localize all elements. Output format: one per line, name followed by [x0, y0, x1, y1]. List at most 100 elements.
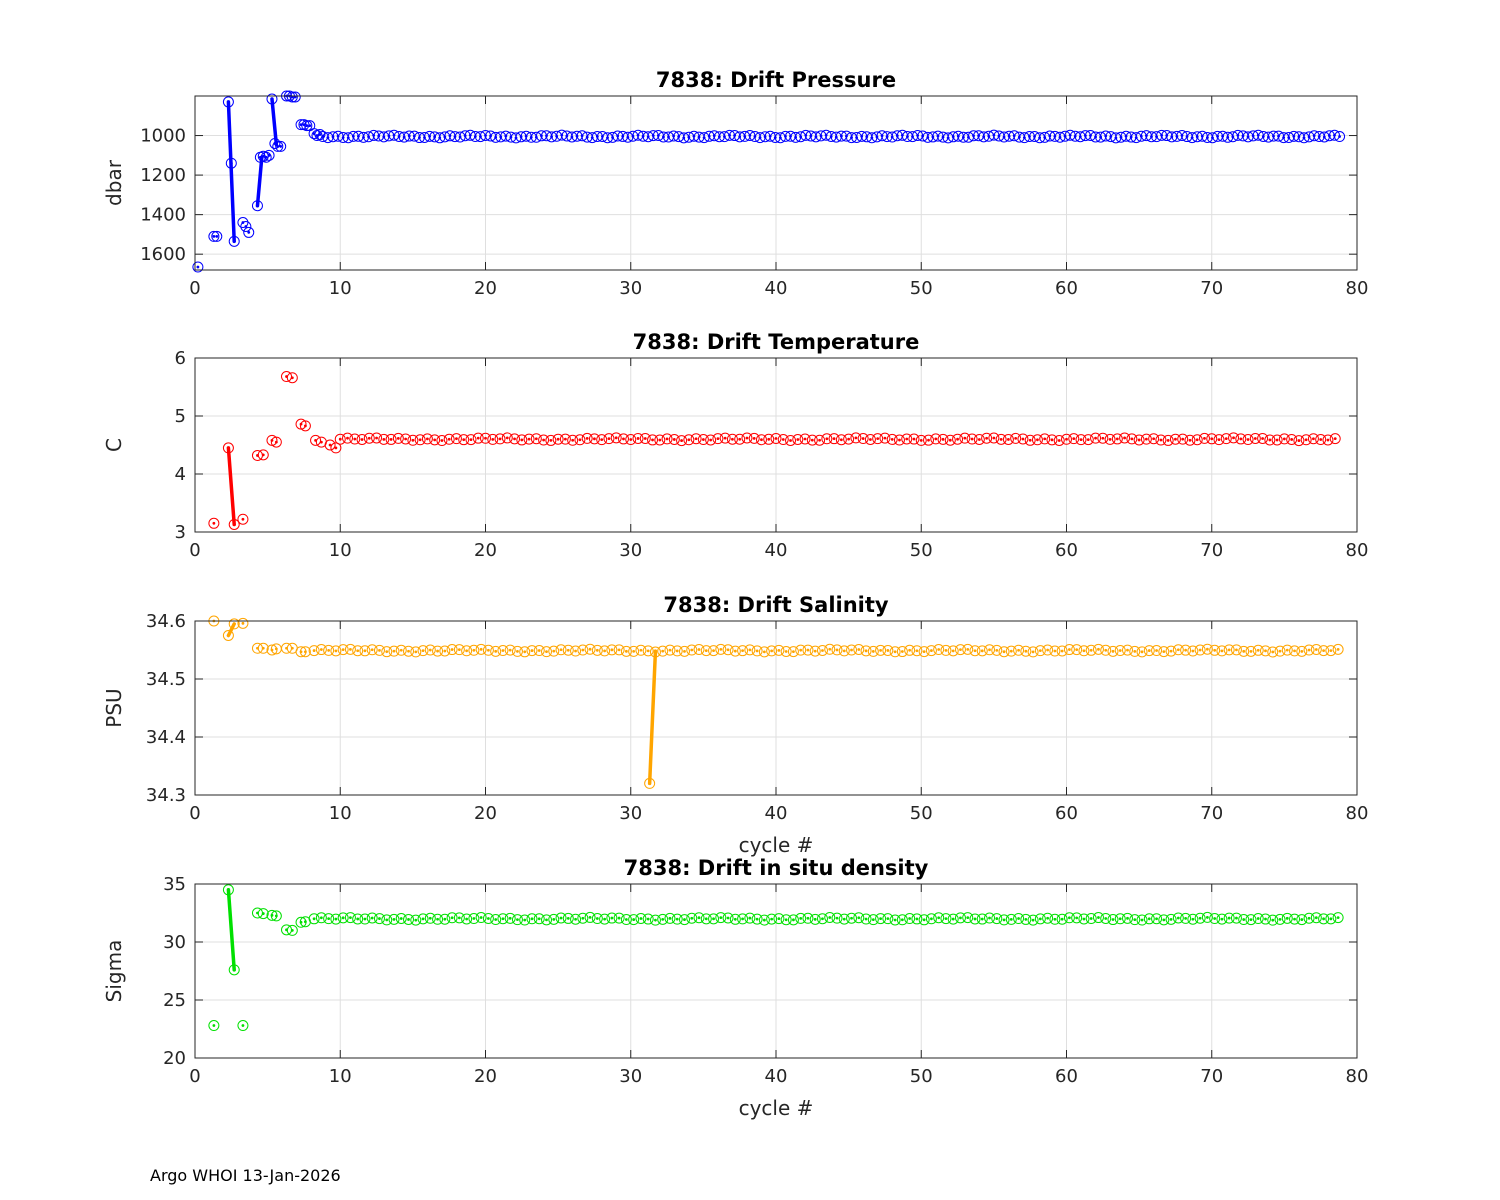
data-point-dot	[1322, 917, 1325, 921]
data-point	[1310, 912, 1322, 924]
data-point	[494, 433, 506, 445]
data-point-dot	[741, 649, 744, 653]
data-point-dot	[261, 453, 265, 457]
data-point-dot	[328, 443, 332, 447]
data-point-dot	[1024, 649, 1028, 653]
data-point	[559, 433, 571, 445]
data-point-dot	[1282, 437, 1286, 441]
data-point-dot	[1191, 649, 1195, 653]
data-point-dot	[1290, 438, 1294, 441]
data-point	[490, 914, 502, 926]
data-point-dot	[1038, 917, 1042, 921]
data-point	[596, 434, 608, 446]
chart-panel-3: 0 10 20 30 40 50 60 70 80 34.3 34.4 34.5 34.6 7838: D…	[102, 593, 1368, 857]
data-point-dot	[821, 649, 824, 652]
x-tick-label: 70	[1200, 278, 1223, 299]
data-point	[875, 913, 887, 925]
data-point-dot	[980, 649, 984, 653]
data-point	[780, 914, 792, 926]
data-point	[886, 433, 898, 445]
data-point	[1053, 435, 1065, 447]
data-point-dot	[450, 648, 454, 651]
data-point	[1162, 434, 1174, 446]
data-point-dot	[552, 917, 556, 921]
data-point	[882, 644, 894, 656]
data-point	[1104, 433, 1116, 445]
data-point-dot	[603, 649, 607, 653]
data-point	[1334, 131, 1346, 143]
data-point-dot	[1155, 649, 1158, 652]
data-point	[504, 912, 516, 924]
data-point	[824, 643, 836, 655]
data-point-dot	[672, 438, 676, 441]
data-point	[693, 912, 705, 924]
data-point	[381, 914, 393, 926]
data-point	[1027, 914, 1039, 926]
data-point-dot	[813, 917, 817, 921]
data-point-dot	[839, 438, 843, 442]
data-point-dot	[1191, 917, 1195, 921]
data-point-dot	[312, 917, 316, 921]
data-point-dot	[1293, 649, 1296, 653]
data-point-dot	[1065, 437, 1068, 441]
data-point	[538, 434, 550, 446]
data-point-dot	[571, 438, 575, 442]
data-point-dot	[792, 918, 795, 922]
anomaly-segment	[270, 97, 279, 147]
data-point	[1148, 433, 1160, 445]
data-point	[567, 434, 579, 446]
data-point-dot	[447, 437, 451, 441]
data-point	[1085, 644, 1097, 656]
data-point	[337, 644, 349, 656]
data-point-dot	[508, 916, 512, 920]
data-point-dot	[1009, 649, 1013, 653]
data-point	[644, 777, 656, 789]
data-point	[1172, 644, 1184, 656]
data-point	[787, 646, 799, 658]
data-point	[952, 433, 964, 445]
data-point	[490, 645, 502, 657]
data-point	[748, 432, 760, 444]
x-axis-label: cycle #	[739, 1096, 814, 1120]
data-point-dot	[1075, 916, 1079, 920]
x-tick-label: 20	[474, 278, 497, 299]
data-point-dot	[1227, 648, 1231, 652]
chart-panel-2: 0 10 20 30 40 50 60 70 80 3 4 5 6 7838: Drift Tempera…	[102, 330, 1368, 561]
data-point	[1252, 913, 1264, 925]
data-point	[270, 436, 282, 448]
data-point-dot	[418, 438, 422, 442]
data-point-dot	[690, 916, 694, 920]
data-point	[417, 645, 429, 657]
data-point	[1063, 644, 1075, 656]
x-tick-label: 80	[1346, 278, 1369, 299]
data-point-dot	[274, 647, 278, 651]
data-point	[1111, 433, 1123, 445]
data-point-dot	[1329, 917, 1333, 921]
data-point	[966, 433, 978, 445]
data-point-dot	[407, 649, 410, 653]
data-point-dot	[513, 437, 516, 441]
data-point	[610, 432, 622, 444]
data-point-dot	[1249, 649, 1253, 653]
data-point	[417, 913, 429, 925]
data-point-dot	[854, 436, 858, 440]
data-point	[625, 434, 637, 446]
data-point-dot	[556, 437, 560, 441]
x-tick-label: 60	[1055, 1066, 1078, 1087]
data-point	[192, 261, 204, 273]
data-point-dot	[1111, 918, 1115, 921]
data-point-dot	[1271, 918, 1275, 922]
data-point-dot	[731, 437, 734, 441]
x-tick-label: 20	[474, 1066, 497, 1087]
data-point	[639, 432, 651, 444]
data-point	[366, 644, 378, 656]
data-point-dot	[1101, 436, 1105, 440]
data-point	[591, 913, 603, 925]
data-point-dot	[1232, 436, 1235, 440]
data-point-dot	[270, 97, 274, 101]
data-point-dot	[1133, 918, 1137, 922]
data-point-dot	[951, 649, 955, 653]
y-axis-label: Sigma	[102, 940, 126, 1003]
data-point-dot	[356, 917, 360, 921]
data-point-dot	[973, 917, 977, 921]
